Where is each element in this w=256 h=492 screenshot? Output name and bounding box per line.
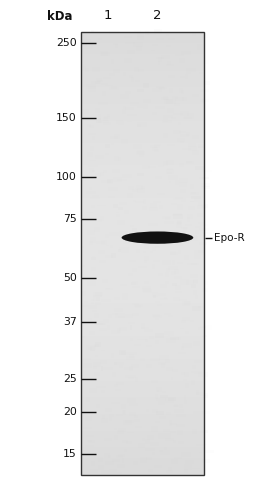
Text: 20: 20 bbox=[63, 407, 77, 417]
Text: kDa: kDa bbox=[47, 10, 73, 23]
Bar bbox=[81, 32, 204, 475]
Text: Epo-R: Epo-R bbox=[214, 233, 244, 243]
Text: 25: 25 bbox=[63, 374, 77, 384]
Text: 2: 2 bbox=[153, 9, 162, 22]
Text: 100: 100 bbox=[56, 172, 77, 182]
Text: 250: 250 bbox=[56, 38, 77, 48]
Text: 15: 15 bbox=[63, 449, 77, 459]
Text: 37: 37 bbox=[63, 317, 77, 327]
Ellipse shape bbox=[122, 231, 193, 244]
Text: 50: 50 bbox=[63, 273, 77, 283]
Text: 1: 1 bbox=[103, 9, 112, 22]
Text: 75: 75 bbox=[63, 214, 77, 224]
Text: 150: 150 bbox=[56, 113, 77, 123]
